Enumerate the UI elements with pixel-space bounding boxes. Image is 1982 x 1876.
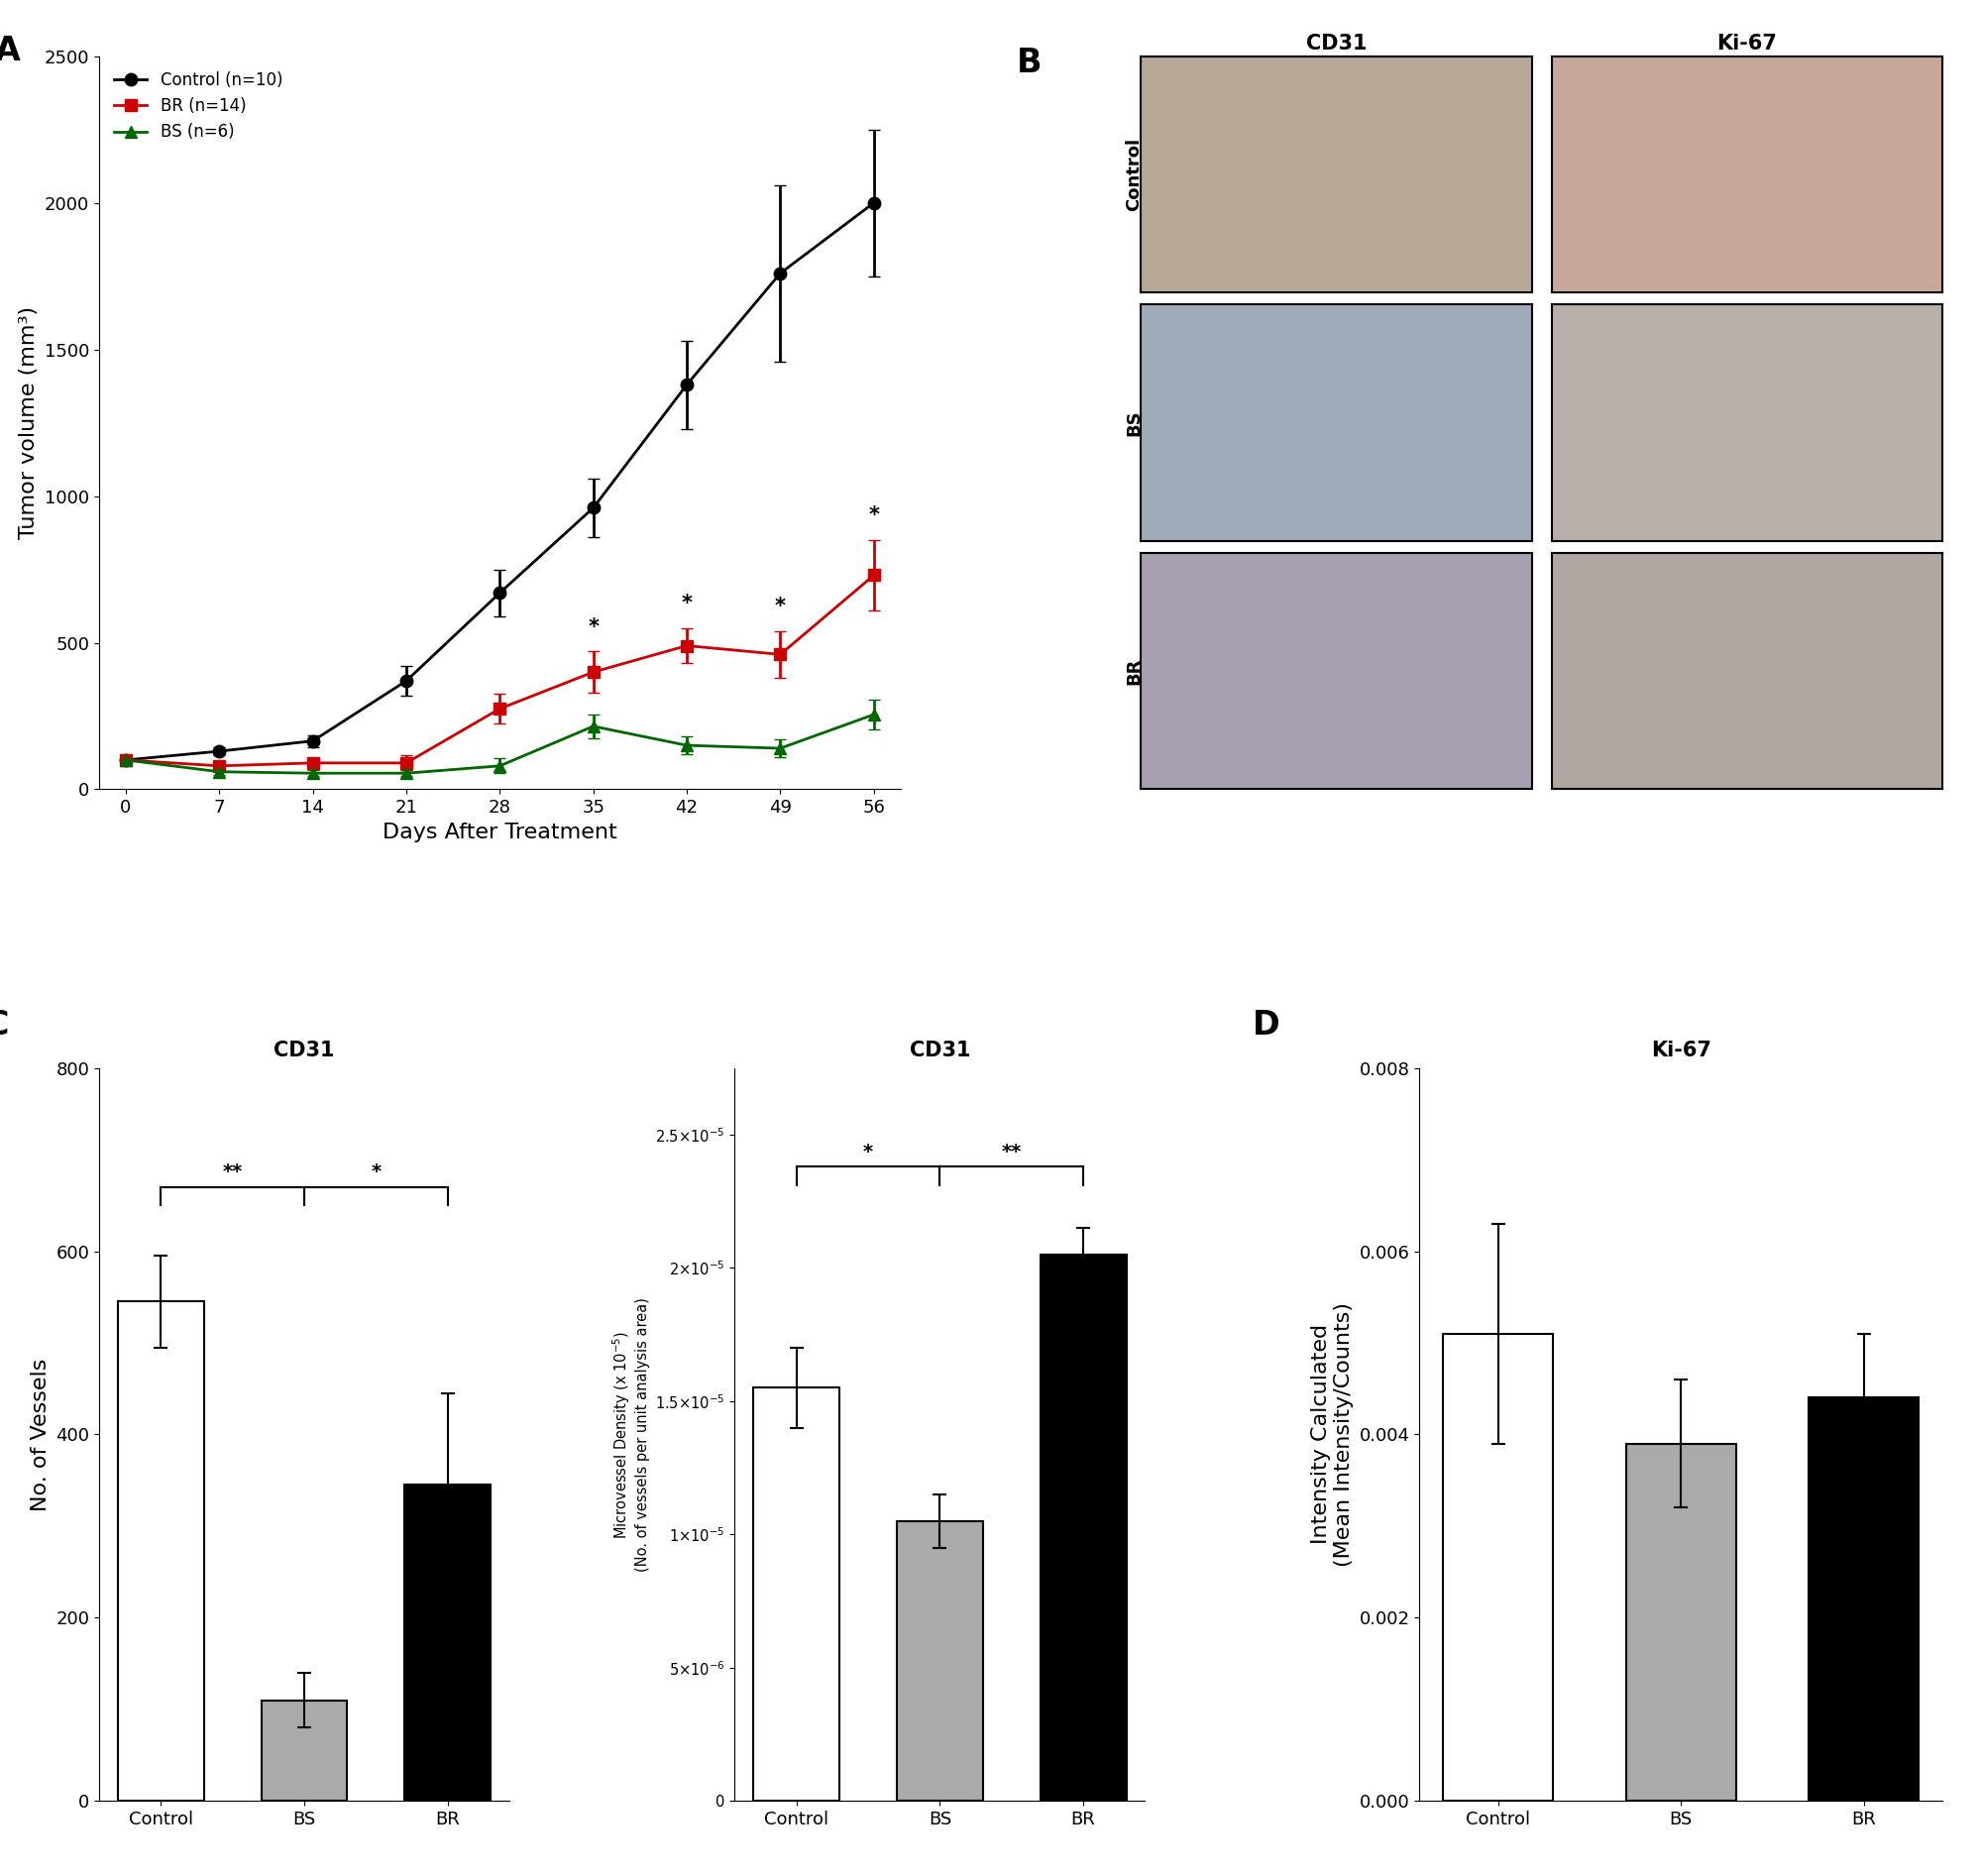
Title: CD31: CD31 — [910, 1041, 971, 1060]
Bar — [404, 1484, 492, 1801]
Text: *: * — [862, 1142, 874, 1161]
X-axis label: Days After Treatment: Days After Treatment — [383, 822, 616, 842]
Text: *: * — [868, 507, 880, 525]
Bar — [1810, 1398, 1919, 1801]
Y-axis label: No. of Vessels: No. of Vessels — [30, 1358, 50, 1510]
Bar — [1041, 1255, 1126, 1801]
Title: Ki-67: Ki-67 — [1651, 1041, 1710, 1060]
Y-axis label: BS: BS — [1126, 409, 1144, 435]
Title: CD31: CD31 — [1306, 34, 1368, 53]
Y-axis label: Microvessel Density (x 10$^{-5}$)
(No. of vessels per unit analysis area): Microvessel Density (x 10$^{-5}$) (No. o… — [610, 1296, 650, 1572]
Bar — [896, 1521, 983, 1801]
Y-axis label: Tumor volume (mm³): Tumor volume (mm³) — [20, 306, 40, 538]
Text: B: B — [1017, 47, 1043, 79]
Bar — [753, 1388, 840, 1801]
Bar — [1625, 1445, 1736, 1801]
Text: *: * — [682, 593, 692, 613]
Text: C: C — [0, 1009, 8, 1041]
Text: **: ** — [222, 1163, 242, 1182]
Text: *: * — [371, 1163, 381, 1182]
Y-axis label: Intensity Calculated
(Mean Intensity/Counts): Intensity Calculated (Mean Intensity/Cou… — [1310, 1302, 1354, 1566]
Bar — [1443, 1334, 1554, 1801]
Bar — [117, 1302, 204, 1801]
Legend: Control (n=10), BR (n=14), BS (n=6): Control (n=10), BR (n=14), BS (n=6) — [107, 64, 289, 148]
Y-axis label: BR: BR — [1126, 658, 1144, 685]
Y-axis label: Control: Control — [1126, 137, 1144, 212]
Text: *: * — [775, 597, 785, 617]
Bar — [262, 1700, 347, 1801]
Title: Ki-67: Ki-67 — [1716, 34, 1778, 53]
Text: *: * — [589, 617, 599, 636]
Text: A: A — [0, 34, 20, 68]
Title: CD31: CD31 — [274, 1041, 335, 1060]
Text: **: ** — [1001, 1142, 1021, 1161]
Text: D: D — [1253, 1009, 1280, 1041]
